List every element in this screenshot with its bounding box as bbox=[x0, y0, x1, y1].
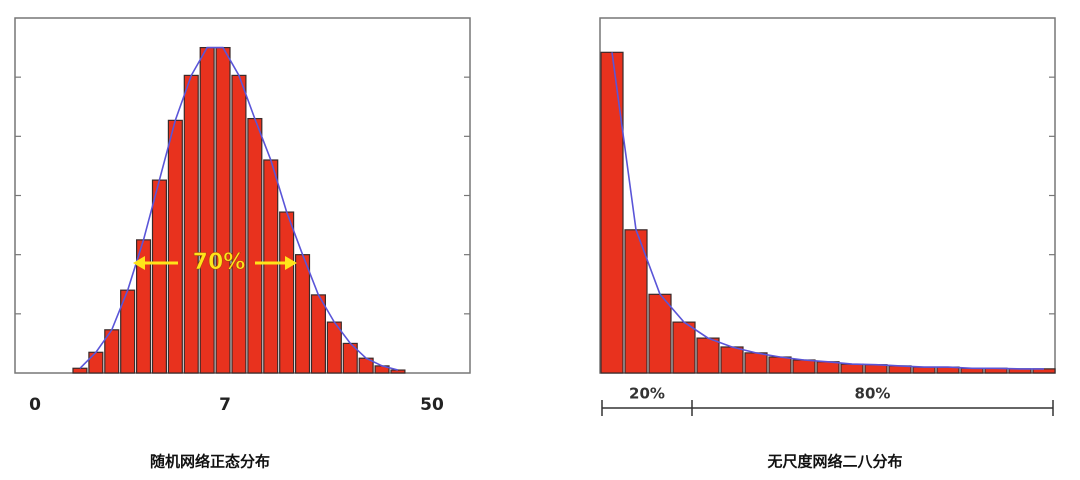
bar bbox=[279, 211, 295, 374]
bar bbox=[648, 293, 672, 374]
segment-label: 20% bbox=[629, 385, 665, 403]
bar bbox=[215, 46, 231, 374]
caption: 随机网络正态分布 bbox=[150, 453, 270, 471]
bar bbox=[310, 294, 326, 374]
bar bbox=[864, 364, 888, 374]
x-tick-label: 7 bbox=[219, 395, 231, 415]
fit-curve bbox=[79, 46, 399, 371]
arrow-head bbox=[285, 256, 297, 270]
bar bbox=[231, 74, 247, 374]
x-tick-label: 0 bbox=[29, 395, 41, 415]
fit-curve bbox=[611, 52, 1044, 370]
bar bbox=[72, 367, 88, 374]
bar bbox=[390, 369, 406, 374]
caption: 无尺度网络二八分布 bbox=[766, 453, 902, 471]
bar bbox=[88, 351, 104, 374]
bar bbox=[247, 117, 263, 374]
x-tick-label: 50 bbox=[420, 395, 444, 415]
bar bbox=[263, 159, 279, 374]
bar bbox=[295, 254, 311, 374]
arrow-head bbox=[133, 256, 145, 270]
bar bbox=[816, 361, 840, 374]
bar bbox=[840, 363, 864, 374]
bar bbox=[151, 179, 167, 374]
bar bbox=[167, 119, 183, 374]
bar bbox=[720, 346, 744, 374]
bar bbox=[600, 51, 624, 374]
annotation: 70% bbox=[193, 250, 246, 275]
bar bbox=[183, 74, 199, 374]
bar bbox=[696, 337, 720, 374]
bar bbox=[792, 359, 816, 374]
bar bbox=[768, 356, 792, 374]
bar bbox=[912, 366, 936, 374]
bar bbox=[744, 352, 768, 374]
bar bbox=[672, 321, 696, 374]
segment-label: 80% bbox=[855, 385, 891, 403]
bar bbox=[199, 46, 215, 374]
